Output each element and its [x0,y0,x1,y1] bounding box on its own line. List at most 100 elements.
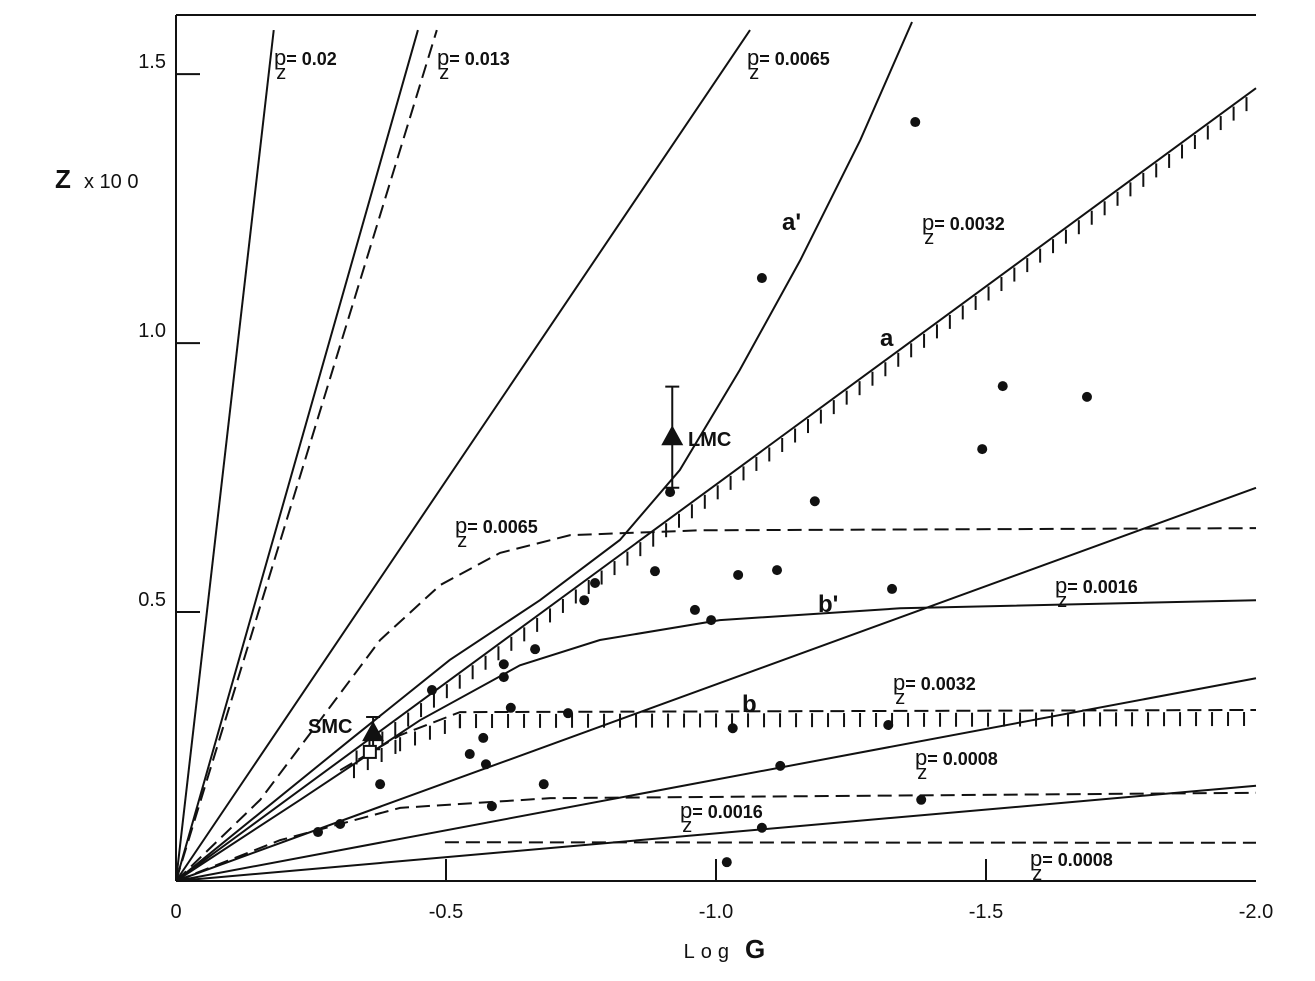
data-point [426,685,437,696]
annotation-sub: z [682,815,692,837]
annotation-p: p [1030,846,1042,871]
y-axis-label: x 10 0 [84,171,138,193]
annotation-p: p [680,798,692,823]
annotation-text: = 0.0065 [759,49,830,69]
curve [175,87,1257,882]
curve [175,486,1257,882]
data-point [579,595,590,606]
y-tick-label: 0.5 [138,589,166,611]
data-point [772,565,783,576]
data-point [498,659,509,670]
data-point [530,644,541,655]
data-point [486,801,497,812]
data-point [478,732,489,743]
data-point [997,381,1008,392]
curve [175,677,1257,882]
annotation: p z= 0.0065 [747,45,830,84]
annotation-sub: z [1032,863,1042,885]
x-axis-label-bold: G [745,934,765,964]
curve-label: LMC [688,429,731,451]
x-tick-label: -1.5 [969,901,1003,923]
data-point [887,583,898,594]
curve [175,29,419,882]
data-point [563,708,574,719]
annotation-p: p [274,45,286,70]
y-tick-label: 1.5 [138,51,166,73]
annotation-text: = 0.0016 [692,802,763,822]
data-point [977,444,988,455]
annotation-sub: z [457,530,467,552]
data-point [375,779,386,790]
annotation: p z= 0.02 [274,45,337,84]
annotation-text: = 0.0008 [927,749,998,769]
data-point [756,822,767,833]
annotation: p z= 0.0032 [893,670,976,709]
annotation: p z= 0.0065 [455,513,538,552]
curve-label: b [742,691,757,718]
annotation-sub: z [276,62,286,84]
data-point [916,794,927,805]
annotation-sub: z [924,227,934,249]
data-point [498,672,509,683]
y-axis-label-bold: Z [55,164,71,194]
annotation-text: = 0.0008 [1042,850,1113,870]
annotation-sub: z [439,62,449,84]
data-point [313,827,324,838]
annotation-text: = 0.0016 [1067,577,1138,597]
data-point [727,723,738,734]
data-point [721,857,732,868]
data-point [590,578,601,589]
data-point [1081,391,1092,402]
curve [175,527,1257,882]
curve-label: b' [818,591,838,618]
annotation-p: p [1055,573,1067,598]
annotation-text: = 0.0065 [467,517,538,537]
annotation: p z= 0.0032 [922,210,1005,249]
y-tick-label: 1.0 [138,320,166,342]
annotation: p z= 0.0016 [1055,573,1138,612]
annotation-text: = 0.013 [449,49,510,69]
curve [175,791,1257,882]
curve [339,708,1257,772]
data-point [505,702,516,713]
x-tick-label: -1.0 [699,901,733,923]
annotation-p: p [455,513,467,538]
curve [175,599,1257,882]
curve-label: a' [782,209,801,236]
annotation-p: p [747,45,759,70]
data-point [756,273,767,284]
annotation-p: p [915,745,927,770]
triangle-marker [661,425,684,446]
x-tick-label: 0 [170,901,181,923]
annotation-text: = 0.0032 [905,674,976,694]
square-marker [362,744,377,759]
data-point [883,720,894,731]
curve [175,21,913,882]
annotation-p: p [922,210,934,235]
annotation-sub: z [1057,590,1067,612]
annotation-p: p [437,45,449,70]
annotation-p: p [893,670,905,695]
data-point [910,117,921,128]
curve [175,29,751,882]
curve [444,841,1257,844]
annotation: p z= 0.0016 [680,798,763,837]
annotation-text: = 0.0032 [934,214,1005,234]
annotation-sub: z [749,62,759,84]
data-point [649,566,660,577]
x-tick-label: -0.5 [429,901,463,923]
curve-label: a [880,325,894,352]
annotation-text: = 0.02 [286,49,337,69]
data-point [464,749,475,760]
annotation-sub: z [895,687,905,709]
curve [175,29,275,882]
data-point [480,759,491,770]
data-point [706,615,717,626]
x-axis-label: Log [684,941,735,963]
annotation: p z= 0.0008 [1030,846,1113,885]
data-point [733,569,744,580]
data-point [809,496,820,507]
data-point [538,779,549,790]
triangle-marker [362,721,385,742]
